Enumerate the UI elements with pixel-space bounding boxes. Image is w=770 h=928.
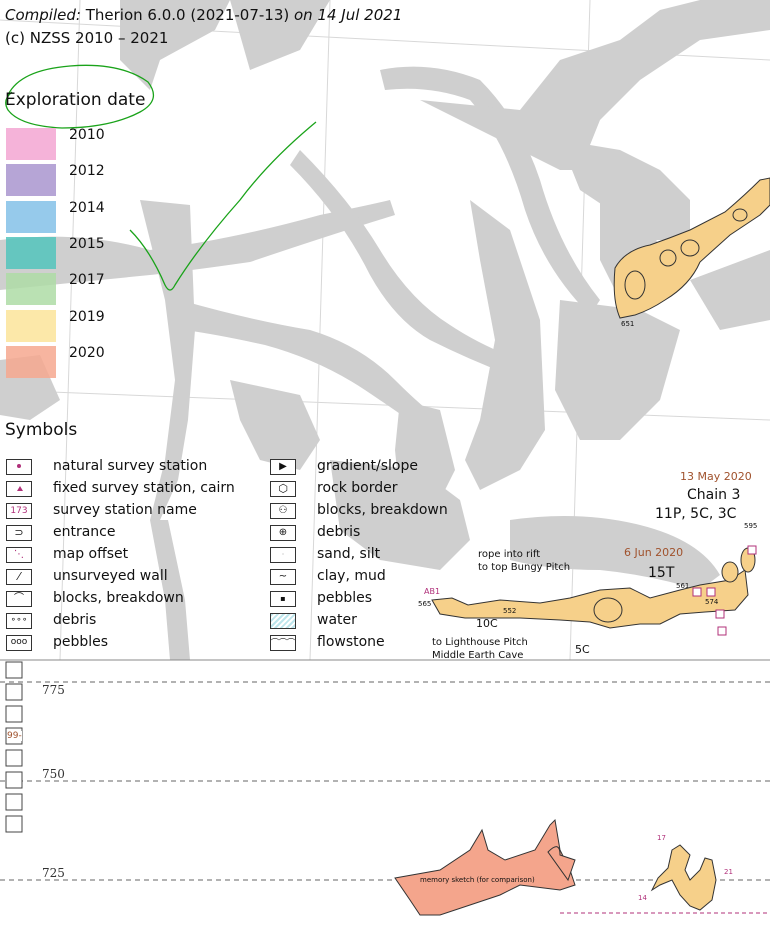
legend-year: 2012 — [69, 163, 105, 179]
memory-sketch-label: memory sketch (for comparison) — [420, 876, 535, 884]
rock-border-icon: ⬡ — [270, 481, 296, 497]
station-651-label: 651 — [621, 320, 635, 328]
station-ab1-label: AB1 — [424, 587, 441, 596]
survey-date-label-2: 6 Jun 2020 — [624, 546, 684, 559]
legend-year: 2015 — [69, 236, 105, 252]
symbol-label: blocks, breakdown — [317, 502, 448, 518]
legend-swatch-2015 — [6, 237, 56, 269]
green-arrow-annotation — [129, 121, 317, 291]
clipped-number-label: 99- — [7, 731, 22, 741]
survey-date-label: 13 May 2020 — [680, 470, 752, 483]
water-icon — [270, 613, 296, 629]
legend-swatch-2020 — [6, 346, 56, 378]
symbols-legend-title: Symbols — [5, 420, 78, 440]
flowstone-icon: ⌒⌒⌒ — [270, 635, 296, 651]
pebbles-icon: ▪ — [270, 591, 296, 607]
debris-wall-icon: ∘∘∘ — [6, 613, 32, 629]
grade-15t-label: 15T — [648, 565, 675, 581]
elevation-label: 775 — [42, 683, 65, 697]
station-552-label: 552 — [503, 607, 517, 615]
symbol-label: pebbles — [53, 634, 109, 650]
profile-station-14: 14 — [638, 894, 647, 902]
legend-swatch-2019 — [6, 310, 56, 342]
gradient-icon: ▶ — [270, 459, 296, 475]
symbol-label: debris — [53, 612, 97, 628]
clay-icon: ~ — [270, 569, 296, 585]
symbol-label: survey station name — [53, 502, 197, 518]
symbol-label: sand, silt — [317, 546, 381, 562]
passage-2019-upper — [613, 177, 770, 319]
exploration-legend-title: Exploration date — [5, 90, 146, 110]
grade-10c-label: 10C — [476, 617, 498, 630]
passage-2019-lower — [431, 547, 756, 629]
grade-5c-label: 5C — [575, 643, 590, 656]
symbol-label: pebbles — [317, 590, 373, 606]
copyright: (c) NZSS 2010 – 2021 — [5, 29, 169, 47]
legend-year: 2010 — [69, 127, 105, 143]
station-565-label: 565 — [418, 600, 432, 608]
legend-swatch-2017 — [6, 273, 56, 305]
station-markers — [692, 545, 757, 636]
unsurveyed-wall-icon: ⁄ — [6, 569, 32, 585]
entrance-icon: ⊃ — [6, 525, 32, 541]
legend-swatch-2014 — [6, 201, 56, 233]
symbol-label: clay, mud — [317, 568, 386, 584]
chain-label: Chain 3 — [687, 487, 741, 503]
elevation-label: 750 — [42, 767, 65, 781]
symbol-label: natural survey station — [53, 458, 208, 474]
natural-station-icon — [6, 459, 32, 475]
symbol-label: unsurveyed wall — [53, 568, 168, 584]
symbol-label: debris — [317, 524, 361, 540]
symbol-label: blocks, breakdown — [53, 590, 184, 606]
legend-swatch-2012 — [6, 164, 56, 196]
legend-year: 2017 — [69, 272, 105, 288]
profile-passages — [394, 818, 576, 916]
profile-station-17: 17 — [657, 834, 666, 842]
profile-passages-2019 — [650, 844, 717, 911]
blocks-icon: ⚇ — [270, 503, 296, 519]
compiled-line: Compiled: Therion 6.0.0 (2021-07-13) on … — [5, 6, 402, 24]
lighthouse-note-line1: to Lighthouse Pitch — [432, 637, 528, 648]
grade-codes-label: 11P, 5C, 3C — [655, 506, 737, 522]
compiled-label: Compiled: — [5, 6, 81, 24]
symbol-label: map offset — [53, 546, 129, 562]
green-circle-annotation — [5, 64, 155, 129]
compiled-date: on 14 Jul 2021 — [294, 6, 403, 24]
station-name-icon: 173 — [6, 503, 32, 519]
software-version: Therion 6.0.0 (2021-07-13) — [85, 6, 290, 24]
symbol-label: rock border — [317, 480, 398, 496]
station-595-label: 595 — [744, 522, 758, 530]
rope-note-line1: rope into rift — [478, 549, 541, 560]
legend-year: 2020 — [69, 345, 105, 361]
fixed-station-icon — [6, 481, 32, 497]
legend-year: 2019 — [69, 309, 105, 325]
blocks-wall-icon: ⌒ — [6, 591, 32, 607]
clipped-symbol-boxes — [5, 661, 23, 833]
lighthouse-note-line2: Middle Earth Cave — [432, 650, 524, 661]
pebbles-wall-icon: ooo — [6, 635, 32, 651]
sand-icon: · — [270, 547, 296, 563]
map-offset-icon: ⋱ — [6, 547, 32, 563]
legend-swatch-2010 — [6, 128, 56, 160]
elevation-label: 725 — [42, 866, 65, 880]
symbol-label: gradient/slope — [317, 458, 418, 474]
symbol-label: fixed survey station, cairn — [53, 480, 235, 496]
symbol-label: entrance — [53, 524, 116, 540]
symbol-label: flowstone — [317, 634, 385, 650]
station-574-label: 574 — [705, 598, 719, 606]
rope-note-line2: to top Bungy Pitch — [478, 562, 571, 573]
station-561-label: 561 — [676, 582, 690, 590]
legend-year: 2014 — [69, 200, 105, 216]
green-annotations — [5, 64, 317, 291]
symbol-label: water — [317, 612, 357, 628]
profile-station-21: 21 — [724, 868, 733, 876]
debris-icon: ⊕ — [270, 525, 296, 541]
profile-elevation-lines — [0, 681, 770, 881]
